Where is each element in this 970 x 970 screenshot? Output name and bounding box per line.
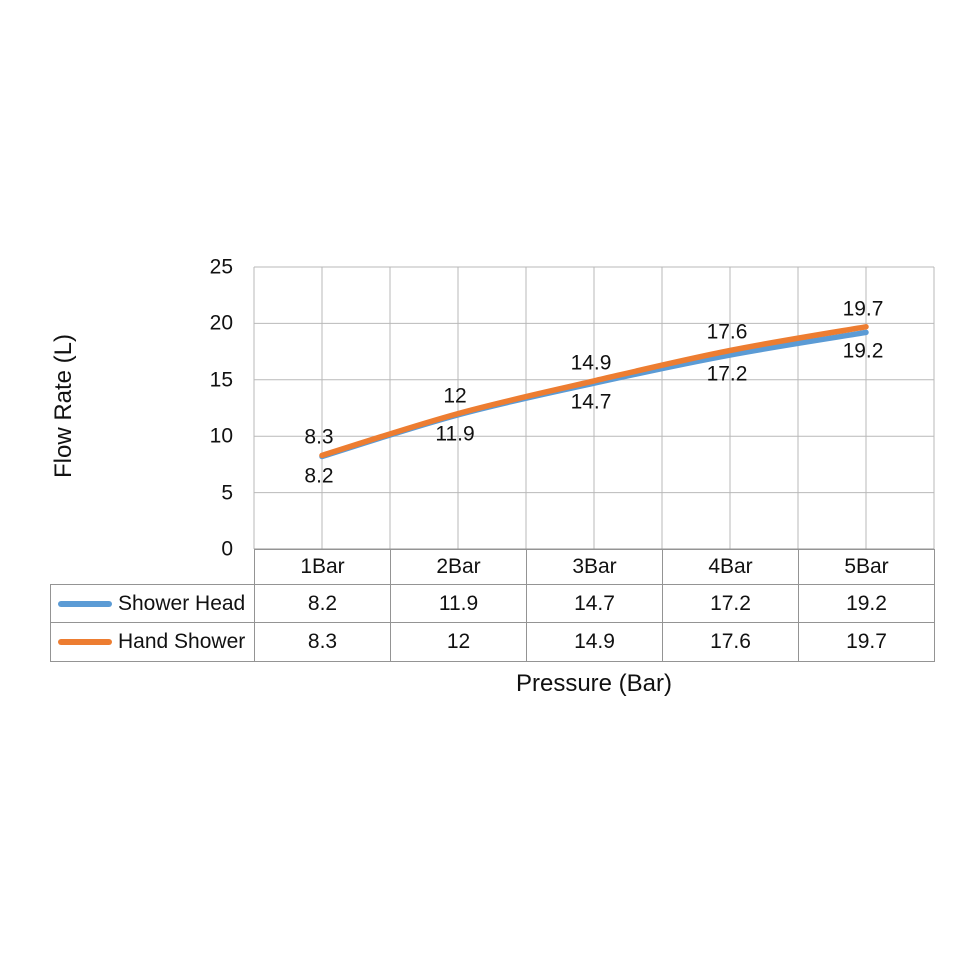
x-axis-title: Pressure (Bar) <box>515 670 673 697</box>
legend-label: Shower Head <box>118 591 246 615</box>
value-cell: 11.9 <box>391 585 527 622</box>
value-cell: 14.9 <box>527 623 663 661</box>
table-row-hand-shower: Hand Shower 8.3 12 14.9 17.6 19.7 <box>51 623 934 661</box>
category-header-cell: 5Bar <box>844 555 889 578</box>
data-label-hand-shower: 8.3 <box>304 425 334 449</box>
data-label-shower-head: 8.2 <box>304 464 334 487</box>
category-header-cell: 2Bar <box>391 550 527 584</box>
data-label-hand-shower: 14.9 <box>570 351 612 375</box>
data-table: Shower Head 8.2 11.9 14.7 17.2 19.2 Hand Showe… <box>50 584 935 662</box>
category-header-cell: 1Bar <box>255 550 391 584</box>
data-label-hand-shower: 17.6 <box>706 320 748 344</box>
data-label-shower-head: 11.9 <box>435 422 475 446</box>
category-header-cell: 4Bar <box>663 550 799 584</box>
legend-cell: Hand Shower <box>51 623 255 661</box>
data-label-hand-shower: 12 <box>443 384 467 408</box>
legend-line-icon <box>58 639 112 645</box>
value-cell: 14.7 <box>527 585 663 622</box>
data-label-shower-head: 17.2 <box>706 362 748 386</box>
y-tick-label: 20 <box>209 311 233 335</box>
category-header-row: 1Bar 2Bar 3Bar 4Bar 5Bar <box>254 549 935 584</box>
data-label-shower-head: 14.7 <box>570 390 612 414</box>
category-header-cell: 3Bar <box>527 550 663 584</box>
value-cell: 17.2 <box>663 585 799 622</box>
y-tick-label: 5 <box>221 481 233 505</box>
value-cell: 8.2 <box>255 585 391 622</box>
value-cell: 19.2 <box>846 591 887 615</box>
y-tick-label: 25 <box>209 255 233 279</box>
value-cell: 8.3 <box>255 623 391 661</box>
series-line-hand-shower <box>319 324 869 459</box>
series-lines <box>319 324 869 460</box>
value-cell: 17.6 <box>663 623 799 661</box>
y-tick-label: 10 <box>209 424 233 448</box>
y-axis-title: Flow Rate (L) <box>50 333 77 479</box>
legend-line-icon <box>58 600 112 607</box>
value-cell: 12 <box>391 623 527 661</box>
legend-label: Hand Shower <box>118 630 246 653</box>
legend-cell: Shower Head <box>51 585 255 622</box>
data-label-shower-head: 19.2 <box>842 339 884 363</box>
value-cell: 19.7 <box>846 630 887 653</box>
data-label-hand-shower: 19.7 <box>842 297 884 321</box>
y-tick-label: 0 <box>221 537 233 561</box>
table-row-shower-head: Shower Head 8.2 11.9 14.7 17.2 19.2 <box>51 585 934 623</box>
y-tick-label: 15 <box>209 368 233 392</box>
